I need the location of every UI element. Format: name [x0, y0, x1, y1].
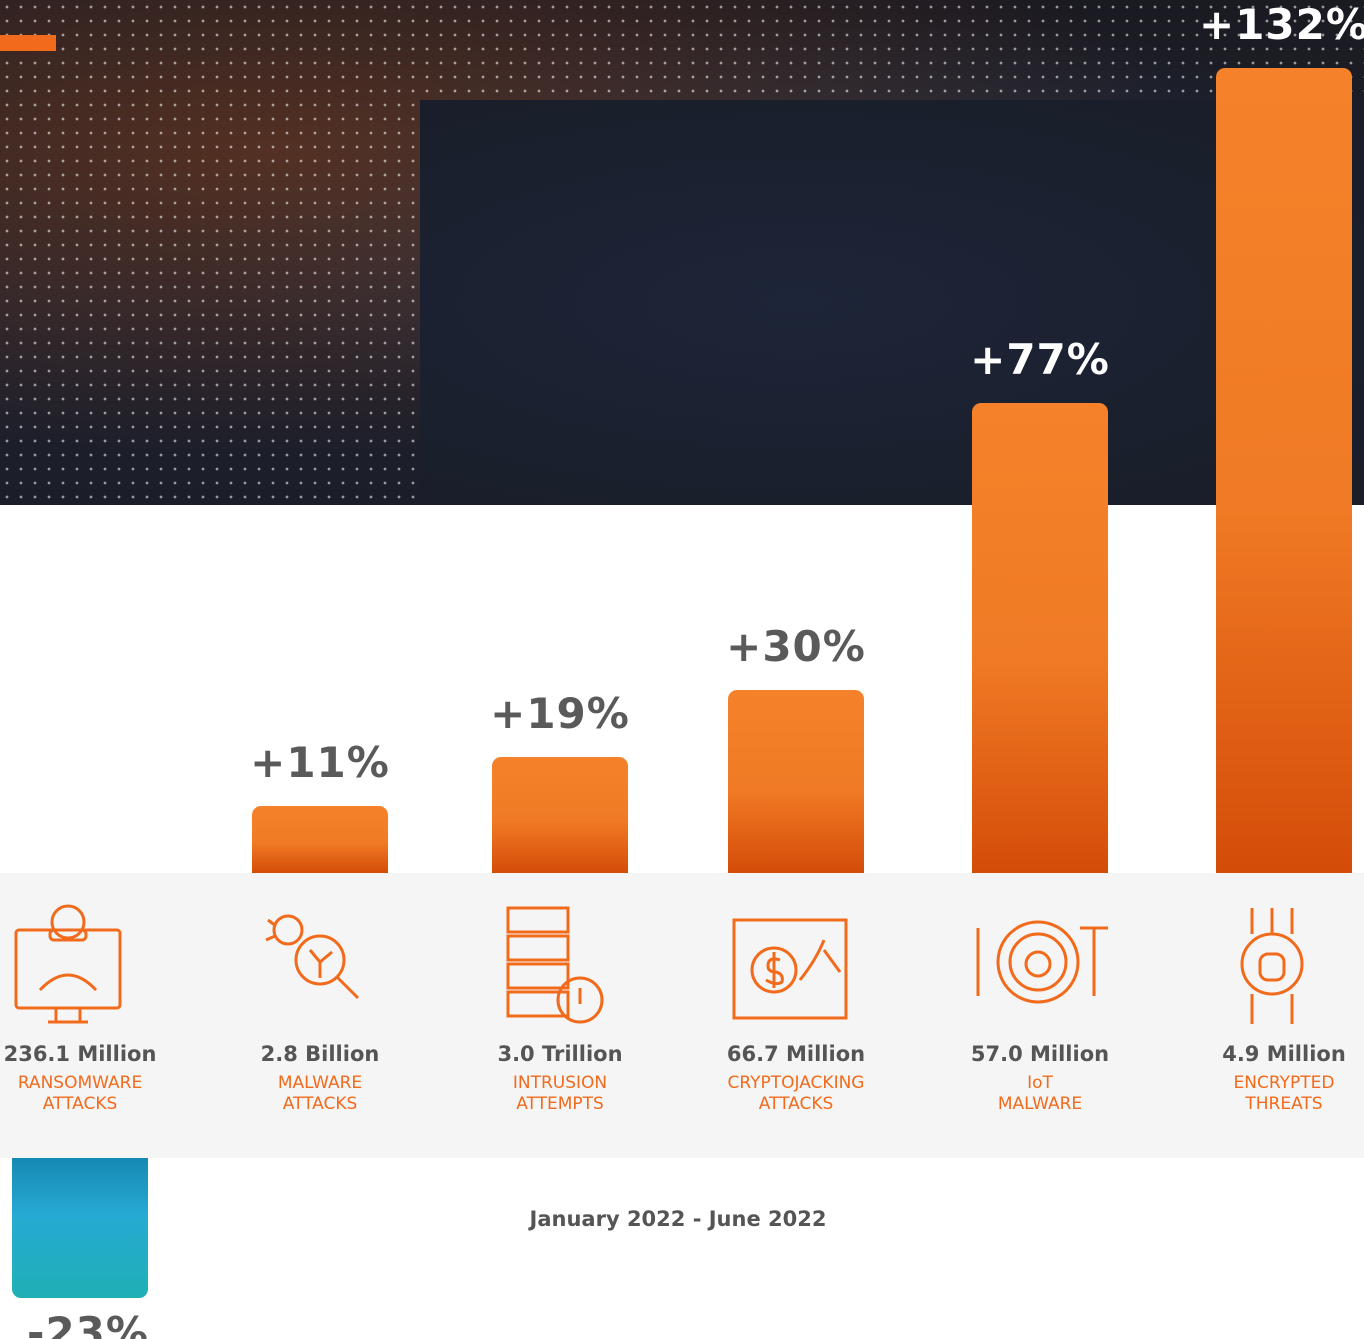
total-count: 66.7 Million — [726, 1042, 866, 1066]
icon-graphic — [732, 918, 848, 1020]
subtitle: January 2022 - June 2022 — [529, 1207, 827, 1231]
icon-graphic — [14, 904, 122, 1024]
background-image — [420, 100, 1364, 505]
total-count: 2.8 Billion — [260, 1042, 380, 1066]
bar — [492, 757, 628, 873]
total-count: 3.0 Trillion — [497, 1042, 623, 1066]
bar — [1216, 68, 1352, 873]
value-label: +19% — [490, 689, 630, 739]
value-label: +132% — [1199, 0, 1364, 49]
bar — [12, 1158, 148, 1299]
category-label: ENCRYPTED THREATS — [1233, 1073, 1335, 1114]
total-count: 236.1 Million — [3, 1042, 157, 1066]
category-label: IoT MALWARE — [997, 1073, 1083, 1114]
total-count: 57.0 Million — [970, 1042, 1110, 1066]
icon — [488, 900, 638, 1034]
icon — [1212, 900, 1362, 1034]
icon — [968, 900, 1118, 1034]
value-label: -23% — [27, 1308, 149, 1339]
icon-graphic — [506, 906, 604, 1024]
category-label: RANSOMWARE ATTACKS — [17, 1073, 143, 1114]
icon — [248, 900, 398, 1034]
icon-graphic — [265, 914, 360, 1000]
category-label: MALWARE ATTACKS — [277, 1073, 363, 1114]
icon-graphic — [1240, 908, 1304, 1024]
icon — [8, 900, 158, 1034]
value-label: +11% — [250, 737, 390, 787]
bar — [972, 403, 1108, 873]
total-count: 4.9 Million — [1222, 1042, 1346, 1066]
accent-bar — [0, 35, 56, 51]
value-label: +77% — [970, 335, 1110, 385]
category-label: INTRUSION ATTEMPTS — [512, 1073, 608, 1114]
info-strip — [0, 873, 1364, 1158]
category-label: CRYPTOJACKING ATTACKS — [727, 1073, 865, 1114]
bar — [728, 690, 864, 873]
bar — [252, 805, 388, 873]
icon-graphic — [976, 920, 1108, 1004]
value-label: +30% — [726, 622, 866, 672]
icon — [724, 900, 874, 1034]
